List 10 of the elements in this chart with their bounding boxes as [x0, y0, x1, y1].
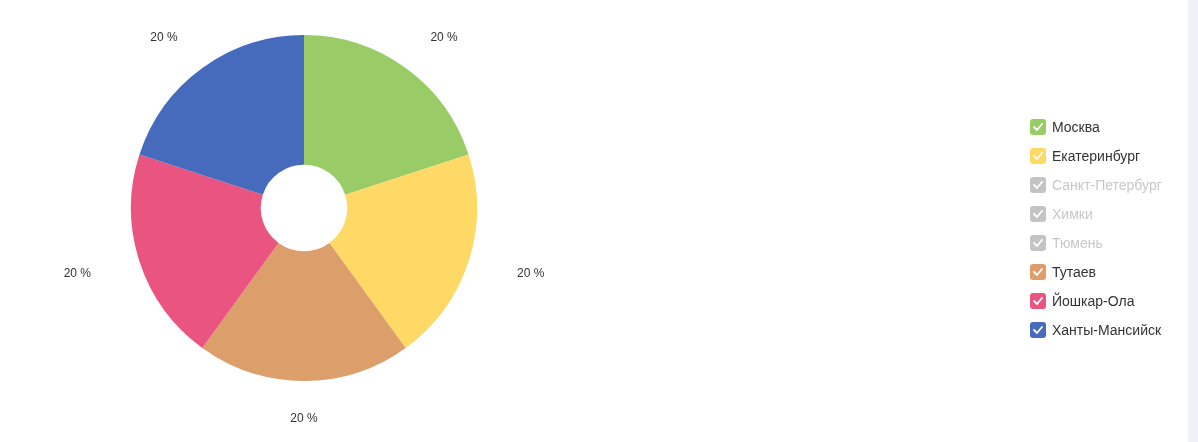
legend-label: Йошкар-Ола: [1052, 292, 1135, 309]
legend-label: Москва: [1052, 118, 1100, 135]
legend-label: Екатеринбург: [1052, 147, 1141, 164]
legend-label: Ханты-Мансийск: [1052, 321, 1162, 338]
data-label: 20 %: [63, 265, 92, 280]
data-label: 20 %: [430, 29, 459, 44]
data-label: 20 %: [150, 29, 178, 44]
data-label: 20 %: [517, 265, 545, 280]
legend-label: Тутаев: [1052, 263, 1097, 280]
data-label: 20 %: [290, 411, 318, 426]
